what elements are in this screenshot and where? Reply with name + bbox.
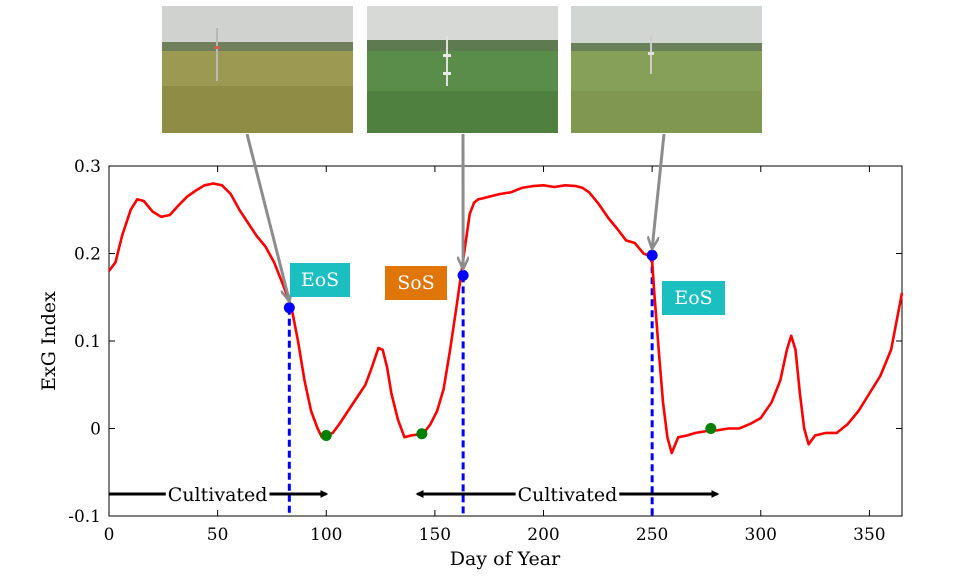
x-tick-label-5: 250	[636, 525, 668, 545]
sos-label: SoS	[385, 266, 447, 300]
x-tick-label-3: 150	[419, 525, 451, 545]
marker-2	[647, 250, 658, 261]
y-tick-label-0: -0.1	[68, 507, 101, 527]
y-tick-label-1: 0	[90, 420, 101, 440]
x-tick-label-7: 350	[853, 525, 885, 545]
y-tick-label-3: 0.2	[74, 245, 101, 265]
x-axis-title: Day of Year	[450, 548, 561, 570]
field-photo-2	[367, 6, 558, 133]
field-photo-1	[162, 6, 353, 133]
y-tick-label-2: 0.1	[74, 332, 101, 352]
y-axis-title: ExG Index	[38, 291, 60, 391]
cultivated-label-1: Cultivated	[518, 484, 618, 506]
x-tick-label-6: 300	[745, 525, 777, 545]
eos-label-1: EoS	[290, 263, 350, 297]
marker-3	[321, 430, 332, 441]
field-photo-3	[571, 6, 762, 133]
marker-0	[284, 302, 295, 313]
x-tick-label-0: 0	[104, 525, 115, 545]
x-tick-label-1: 50	[207, 525, 229, 545]
plot-area	[109, 166, 902, 516]
marker-1	[458, 270, 469, 281]
x-tick-label-4: 200	[527, 525, 559, 545]
marker-5	[705, 423, 716, 434]
y-tick-label-4: 0.3	[74, 157, 101, 177]
eos-label-2: EoS	[662, 281, 725, 315]
x-tick-label-2: 100	[310, 525, 342, 545]
marker-4	[416, 428, 427, 439]
cultivated-label-0: Cultivated	[168, 484, 268, 506]
